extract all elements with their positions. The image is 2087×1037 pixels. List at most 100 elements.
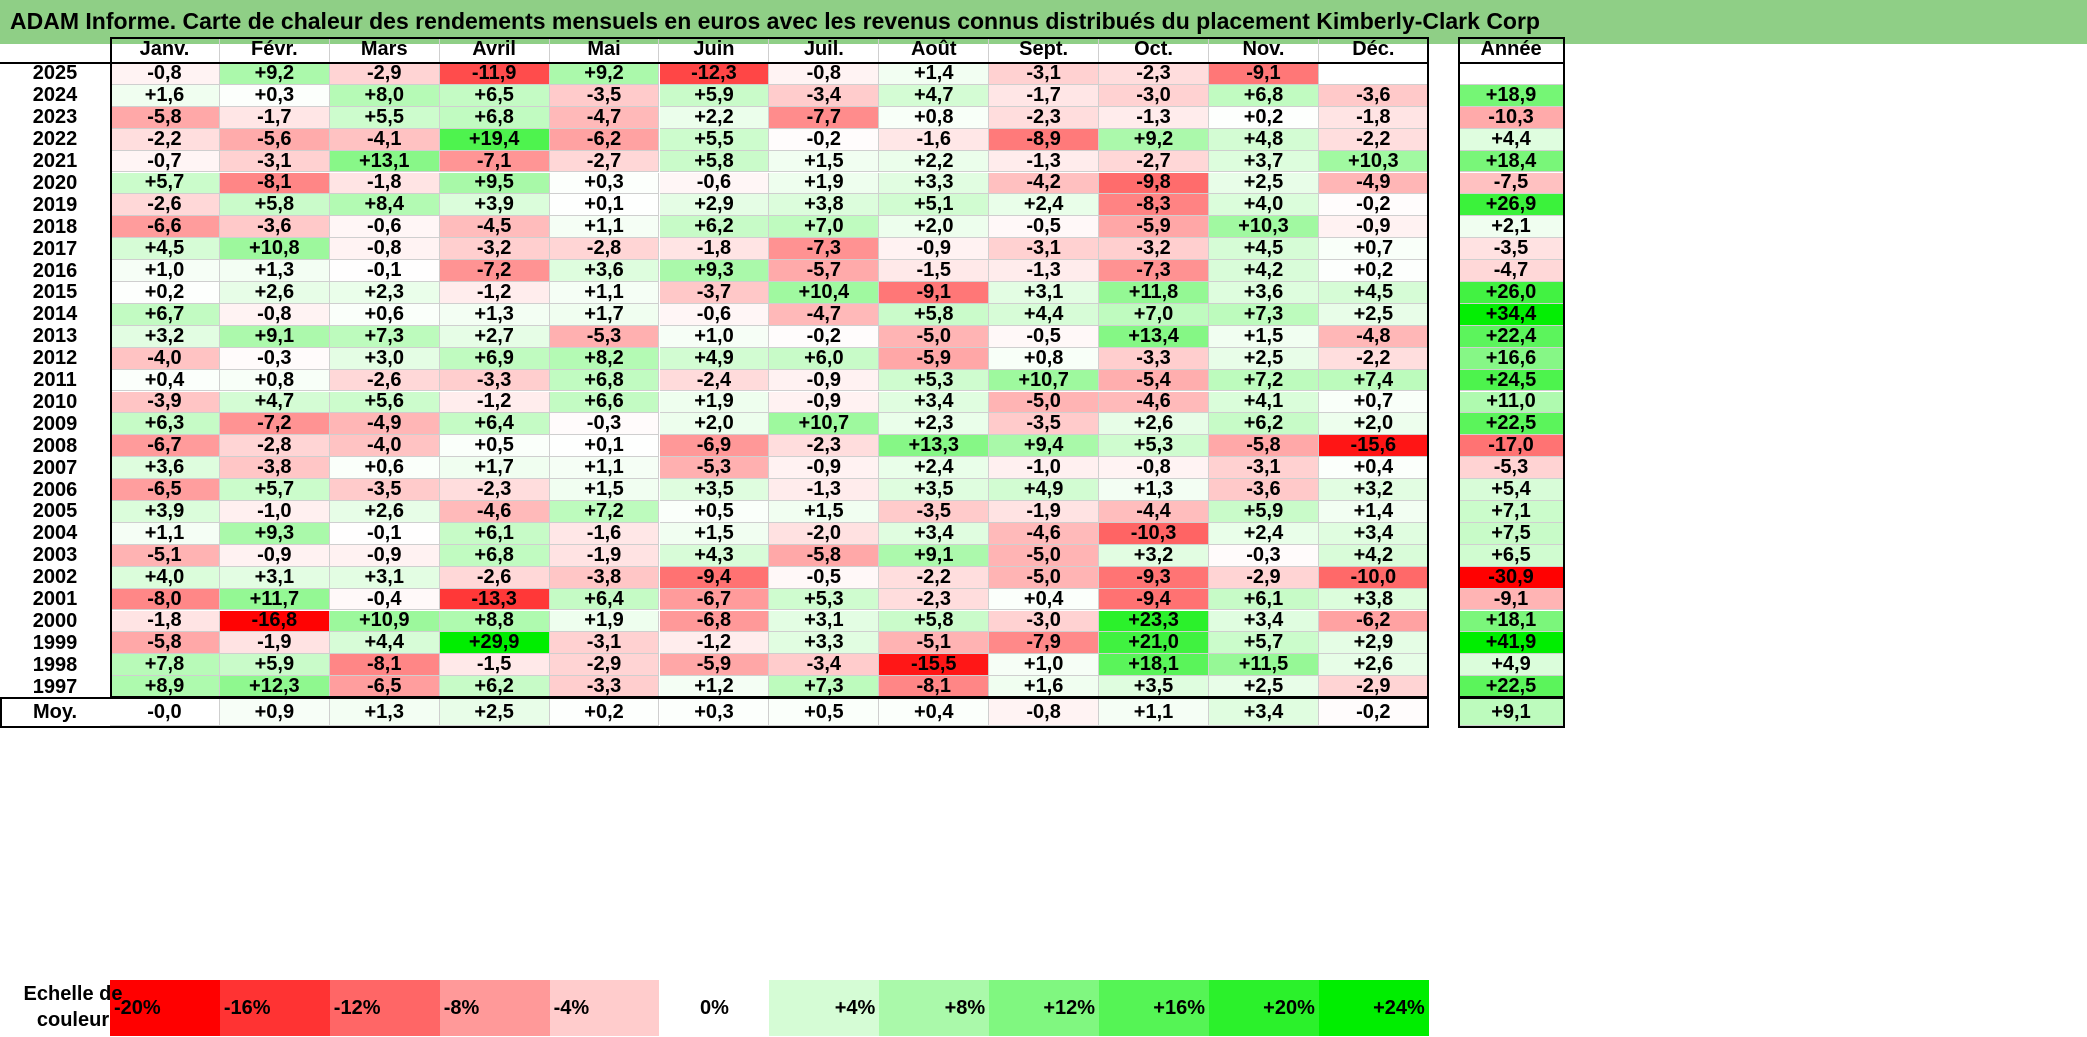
- heatmap-cell: -1,6: [549, 522, 660, 545]
- annual-cell: -4,7: [1458, 259, 1565, 282]
- heatmap-cell: +6,3: [110, 412, 220, 436]
- heatmap-cell: -1,9: [549, 544, 660, 567]
- heatmap-cell: +3,5: [879, 478, 990, 501]
- heatmap-cell: -2,3: [439, 478, 550, 501]
- column-header: Juil.: [769, 37, 880, 63]
- heatmap-cell: +11,7: [219, 588, 330, 611]
- heatmap-cell: +10,3: [1318, 150, 1429, 173]
- heatmap-cell: -3,3: [549, 675, 660, 699]
- heatmap-cell: +3,2: [110, 325, 220, 348]
- heatmap-cell: +3,1: [219, 566, 330, 589]
- heatmap-cell: +6,8: [439, 106, 550, 129]
- heatmap-cell: -8,0: [110, 588, 220, 611]
- heatmap-cell: -2,3: [989, 106, 1100, 129]
- scale-step: +24%: [1318, 980, 1429, 1036]
- annual-cell: -9,1: [1458, 588, 1565, 611]
- heatmap-cell: +5,3: [879, 369, 990, 392]
- heatmap-cell: +8,2: [549, 347, 660, 370]
- scale-step: -8%: [439, 980, 550, 1036]
- heatmap-cell: +3,4: [879, 522, 990, 545]
- heatmap-cell: +4,9: [989, 478, 1100, 501]
- heatmap-cell: +10,7: [989, 369, 1100, 392]
- heatmap-cell: -5,7: [769, 259, 880, 282]
- heatmap-cell: -4,0: [329, 434, 440, 458]
- column-header: Août: [879, 37, 990, 63]
- heatmap-cell: +1,6: [110, 84, 220, 107]
- heatmap-cell: +9,4: [989, 434, 1100, 458]
- heatmap-cell: +2,0: [879, 215, 990, 239]
- heatmap-cell: -1,8: [1318, 106, 1429, 129]
- heatmap-cell: +0,5: [439, 434, 550, 458]
- year-label: 2010: [32, 390, 78, 413]
- heatmap-cell: +0,7: [1318, 390, 1429, 414]
- heatmap-cell: +1,5: [659, 522, 770, 545]
- year-label: 2025: [32, 62, 78, 85]
- heatmap-cell: -1,8: [329, 171, 440, 195]
- heatmap-cell: +7,3: [769, 675, 880, 699]
- heatmap-cell: +8,8: [439, 609, 550, 633]
- scale-step: +8%: [879, 980, 990, 1036]
- heatmap-cell: -0,6: [659, 303, 770, 326]
- year-label: 2001: [32, 588, 78, 611]
- heatmap-cell: -1,8: [659, 237, 770, 261]
- heatmap-cell: -5,4: [1099, 369, 1209, 392]
- heatmap-cell: -5,8: [769, 544, 880, 567]
- heatmap-cell: +2,5: [1209, 675, 1319, 699]
- heatmap-cell: -6,5: [110, 478, 220, 501]
- average-cell: +0,4: [879, 699, 990, 726]
- heatmap-cell: +6,7: [110, 303, 220, 326]
- heatmap-cell: -0,7: [110, 150, 220, 173]
- heatmap-cell: -0,9: [769, 456, 880, 480]
- heatmap-cell: +6,8: [549, 369, 660, 392]
- year-label: 2024: [32, 84, 78, 107]
- annual-cell: -10,3: [1458, 106, 1565, 129]
- heatmap-cell: -1,0: [219, 500, 330, 523]
- year-label: 2006: [32, 478, 78, 501]
- heatmap-cell: -3,3: [439, 369, 550, 392]
- heatmap-cell: +6,1: [1209, 588, 1319, 611]
- annual-cell: +18,9: [1458, 84, 1565, 107]
- heatmap-cell: -1,3: [769, 478, 880, 501]
- heatmap-cell: +7,2: [1209, 369, 1319, 392]
- heatmap-cell: -4,6: [1099, 390, 1209, 414]
- heatmap-cell: +3,6: [110, 456, 220, 480]
- heatmap-cell: -5,0: [989, 566, 1100, 589]
- heatmap-cell: +2,0: [659, 412, 770, 436]
- heatmap-cell: +3,1: [989, 281, 1100, 304]
- heatmap-cell: +6,1: [439, 522, 550, 545]
- annual-cell: +18,4: [1458, 150, 1565, 173]
- heatmap-cell: +2,2: [879, 150, 990, 173]
- heatmap-cell: -0,9: [769, 369, 880, 392]
- heatmap-cell: +2,0: [1318, 412, 1429, 436]
- heatmap-cell: -3,5: [989, 412, 1100, 436]
- heatmap-cell: +1,5: [1209, 325, 1319, 348]
- heatmap-cell: -16,8: [219, 609, 330, 633]
- heatmap-cell: -15,5: [879, 653, 990, 677]
- year-label: 2017: [32, 237, 78, 260]
- heatmap-cell: +5,9: [659, 84, 770, 107]
- heatmap-cell: +7,2: [549, 500, 660, 523]
- heatmap-cell: -6,9: [659, 434, 770, 458]
- header-divider: [1458, 62, 1565, 64]
- heatmap-cell: +1,1: [549, 215, 660, 239]
- scale-step: -20%: [110, 980, 220, 1036]
- heatmap-cell: +2,6: [1318, 653, 1429, 677]
- chart-title: ADAM Informe. Carte de chaleur des rende…: [10, 8, 1540, 34]
- annual-cell: +7,1: [1458, 500, 1565, 523]
- heatmap-cell: -3,0: [989, 609, 1100, 633]
- heatmap-cell: -15,6: [1318, 434, 1429, 458]
- heatmap-cell: +4,0: [1209, 193, 1319, 217]
- heatmap-cell: -1,5: [879, 259, 990, 282]
- heatmap-cell: +13,3: [879, 434, 990, 458]
- heatmap-cell: -4,7: [549, 106, 660, 129]
- heatmap-cell: +1,1: [110, 522, 220, 545]
- heatmap-cell: +9,1: [219, 325, 330, 348]
- heatmap-cell: +0,4: [1318, 456, 1429, 480]
- heatmap-cell: -2,9: [1318, 675, 1429, 699]
- year-label: 1997: [32, 675, 78, 698]
- year-label: 2012: [32, 347, 78, 370]
- heatmap-cell: +5,8: [219, 193, 330, 217]
- heatmap-cell: -5,0: [989, 390, 1100, 414]
- heatmap-cell: -4,5: [439, 215, 550, 239]
- year-label: 2014: [32, 303, 78, 326]
